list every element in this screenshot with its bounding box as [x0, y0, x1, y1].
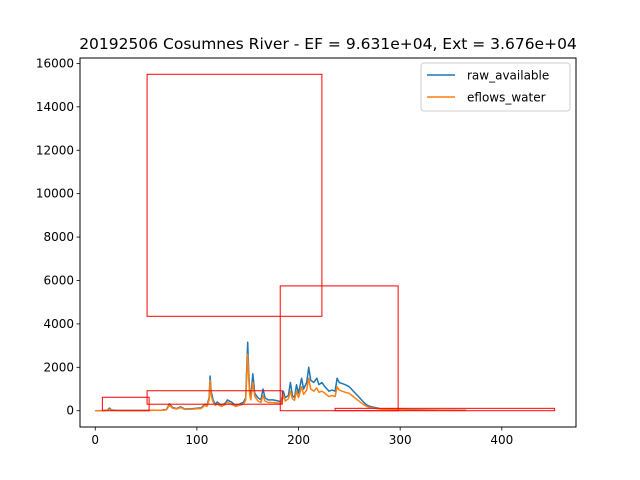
y-tick-label: 0 — [66, 404, 74, 418]
chart-title: 20192506 Cosumnes River - EF = 9.631e+04… — [79, 35, 577, 53]
legend-label-raw_available: raw_available — [467, 69, 549, 83]
x-axis: 0 100 200 300 400 — [91, 427, 513, 447]
x-tick-label: 200 — [287, 433, 310, 447]
y-tick-label: 4000 — [43, 317, 74, 331]
annotation-box-2 — [146, 73, 323, 317]
x-tick-label: 400 — [490, 433, 513, 447]
legend: raw_available eflows_water — [420, 62, 571, 112]
y-tick-label: 14000 — [36, 100, 74, 114]
legend-label-eflows_water: eflows_water — [467, 91, 546, 105]
y-tick-label: 2000 — [43, 360, 74, 374]
plot-frame — [79, 57, 577, 428]
series-line-eflows_water — [95, 353, 467, 412]
y-tick-label: 8000 — [43, 230, 74, 244]
x-tick-label: 300 — [389, 433, 412, 447]
annotation-box-3 — [146, 390, 283, 405]
y-axis: 0 2000 4000 6000 8000 10000 12000 14000 16000 — [36, 56, 80, 418]
y-tick-label: 10000 — [36, 187, 74, 201]
y-tick-label: 16000 — [36, 56, 74, 70]
annotation-box-5 — [334, 407, 556, 412]
y-tick-label: 6000 — [43, 273, 74, 287]
x-tick-label: 0 — [91, 433, 99, 447]
y-tick-label: 12000 — [36, 143, 74, 157]
x-tick-label: 100 — [185, 433, 208, 447]
legend-frame — [420, 62, 571, 112]
